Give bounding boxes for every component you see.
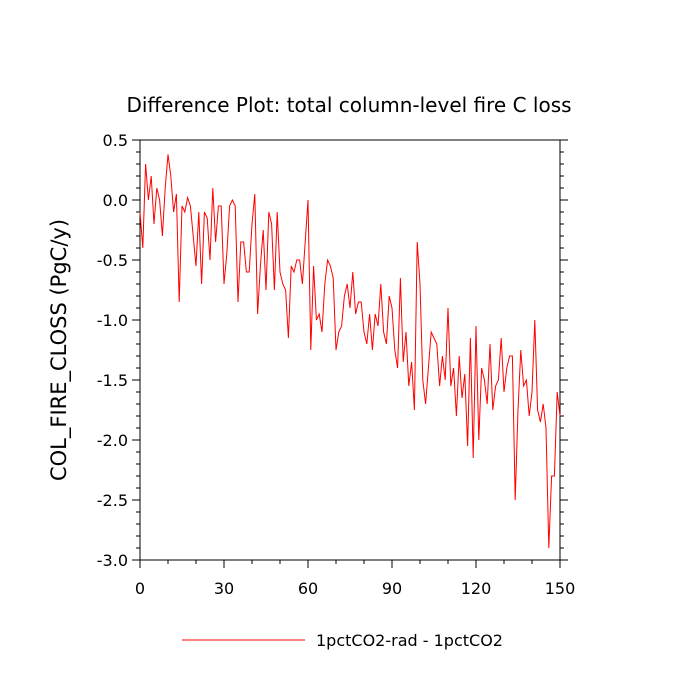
series-layer [139,154,561,549]
legend: 1pctCO2-rad - 1pctCO2 [182,631,503,650]
x-tick-label: 90 [382,579,402,598]
plot-area [139,139,561,561]
y-tick-label: 0.0 [103,191,128,210]
x-tick-label: 150 [545,579,576,598]
x-tick-label: 30 [214,579,234,598]
chart-title: Difference Plot: total column-level fire… [126,93,571,117]
y-tick-label: -0.5 [97,251,128,270]
y-tick-label: -2.0 [97,431,128,450]
legend-label: 1pctCO2-rad - 1pctCO2 [316,631,503,650]
y-axis-label: COL_FIRE_CLOSS (PgC/y) [47,219,72,481]
y-tick-label: -1.0 [97,311,128,330]
y-tick-label: -2.5 [97,491,128,510]
x-tick-label: 0 [135,579,145,598]
y-tick-label: 0.5 [103,131,128,150]
x-tick-label: 60 [298,579,318,598]
x-axis: 0 30 60 90 120 150 [135,560,575,598]
x-tick-label: 120 [461,579,492,598]
series-line-0 [139,154,561,549]
y-tick-label: -1.5 [97,371,128,390]
plot-border [139,139,561,561]
y-axis: 0.5 0.0 -0.5 -1.0 -1.5 -2.0 -2.5 -3.0 [97,131,568,570]
y-tick-label: -3.0 [97,551,128,570]
